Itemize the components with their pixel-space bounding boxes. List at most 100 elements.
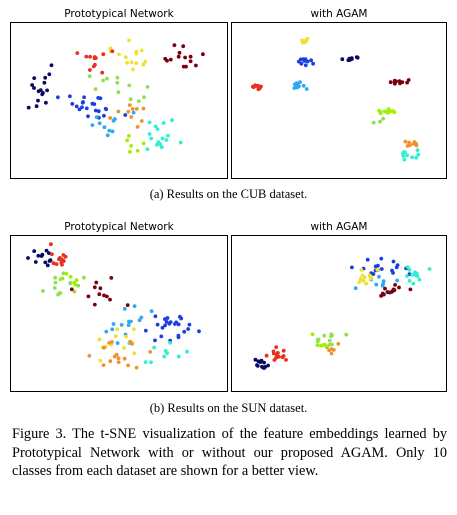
- scatter-point-class-8: [393, 81, 397, 86]
- scatter-point-class-7: [49, 242, 53, 247]
- scatter-point-class-1: [123, 113, 128, 117]
- scatter-point-class-0: [253, 357, 258, 362]
- scatter-point-class-2: [129, 319, 133, 324]
- scatter-point-class-3: [155, 143, 159, 147]
- scatter-point-class-1: [84, 106, 89, 111]
- subfigure-caption-sun: (b) Results on the SUN dataset.: [149, 401, 308, 415]
- scatter-point-class-9: [135, 148, 140, 153]
- scatter-point-class-1: [186, 327, 191, 331]
- scatter-point-class-7: [61, 259, 66, 263]
- scatter-point-class-0: [38, 88, 43, 92]
- figure-caption: Figure 3. The t-SNE visualization of the…: [12, 425, 447, 481]
- scatter-point-class-8: [188, 59, 193, 64]
- scatter-point-class-8: [194, 63, 198, 68]
- figure-number: Figure 3.: [12, 426, 67, 442]
- scatter-point-class-7: [88, 54, 92, 59]
- scatter-point-class-9: [310, 332, 315, 337]
- scatter-point-class-8: [165, 58, 169, 63]
- scatter-point-class-6: [411, 142, 416, 146]
- scatter-point-class-7: [57, 257, 61, 262]
- scatter-point-class-6: [108, 116, 113, 120]
- scatter-point-class-0: [355, 55, 360, 60]
- scatter-point-class-9: [68, 275, 73, 279]
- scatter-point-class-6: [336, 342, 341, 346]
- scatter-point-class-8: [92, 285, 97, 290]
- scatter-point-class-4: [128, 97, 133, 102]
- scatter-point-class-5: [368, 276, 373, 281]
- scatter-point-class-7: [281, 348, 286, 353]
- scatter-svg: [26, 38, 205, 154]
- scatter-point-class-9: [127, 134, 131, 138]
- scatter-point-class-9: [72, 280, 77, 285]
- scatter-point-class-8: [86, 294, 91, 299]
- scatter-point-class-5: [122, 346, 126, 350]
- scatter-point-class-3: [405, 153, 410, 158]
- scatter-point-class-0: [48, 258, 53, 262]
- scatter-point-class-7: [51, 261, 56, 265]
- scatter-point-class-0: [43, 260, 48, 265]
- scatter-point-class-1: [90, 101, 95, 106]
- scatter-point-class-6: [116, 109, 121, 114]
- scatter-point-class-1: [309, 58, 313, 63]
- scatter-point-class-1: [197, 329, 201, 334]
- scatter-point-class-0: [255, 364, 260, 368]
- scatter-point-class-4: [142, 95, 146, 100]
- scatter-point-class-1: [174, 320, 179, 325]
- scatter-point-class-1: [164, 320, 169, 324]
- scatter-point-class-9: [64, 271, 69, 276]
- scatter-point-class-2: [301, 83, 306, 88]
- scatter-point-class-1: [371, 272, 376, 276]
- scatter-point-class-2: [113, 117, 117, 121]
- scatter-point-class-0: [32, 76, 37, 80]
- scatter-point-class-3: [415, 148, 420, 152]
- scatter-point-class-8: [397, 285, 401, 290]
- scatter-point-class-0: [32, 249, 37, 253]
- scatter-point-class-6: [134, 365, 139, 370]
- scatter-point-class-2: [97, 121, 102, 126]
- scatter-point-class-7: [54, 262, 59, 266]
- scatter-point-class-8: [172, 43, 177, 48]
- scatter-point-class-4: [127, 83, 132, 88]
- scatter-point-class-8: [69, 287, 74, 292]
- scatter-point-class-5: [132, 327, 136, 332]
- scatter-point-class-2: [295, 85, 300, 90]
- scatter-point-class-9: [129, 144, 133, 148]
- scatter-point-class-6: [110, 340, 114, 344]
- scatter-point-class-4: [381, 116, 385, 121]
- scatter-point-class-5: [117, 52, 121, 57]
- scatter-point-class-8: [383, 286, 387, 291]
- scatter-point-class-4: [327, 342, 332, 347]
- scatter-point-class-2: [126, 323, 131, 327]
- scatter-point-class-5: [131, 67, 135, 72]
- scatter-point-class-1: [303, 63, 308, 68]
- scatter-point-class-1: [391, 271, 395, 275]
- scatter-point-class-3: [407, 268, 412, 272]
- scatter-point-class-7: [60, 262, 64, 267]
- scatter-point-class-5: [123, 55, 128, 60]
- scatter-point-class-3: [160, 136, 165, 141]
- scatter-point-class-8: [181, 44, 186, 49]
- scatter-point-class-4: [315, 339, 320, 344]
- scatter-point-class-1: [82, 95, 86, 100]
- scatter-point-class-5: [108, 46, 113, 51]
- scatter-point-class-0: [347, 56, 352, 61]
- scatter-point-class-6: [130, 107, 135, 111]
- scatter-point-class-5: [125, 60, 129, 65]
- scatter-point-class-2: [304, 87, 309, 91]
- scatter-point-class-3: [149, 360, 153, 365]
- scatter-point-class-5: [143, 59, 148, 64]
- scatter-point-class-0: [36, 253, 41, 258]
- scatter-point-class-6: [148, 350, 153, 354]
- scatter-point-class-6: [127, 103, 132, 107]
- scatter-point-class-3: [145, 147, 150, 152]
- scatter-point-class-1: [365, 257, 370, 262]
- scatter-point-class-8: [97, 292, 102, 297]
- scatter-point-class-0: [42, 80, 47, 85]
- scatter-point-class-6: [102, 345, 106, 350]
- scatter-point-class-9: [382, 109, 387, 114]
- scatter-point-class-3: [170, 118, 174, 123]
- scatter-point-class-1: [104, 107, 109, 112]
- scatter-point-class-5: [357, 280, 362, 285]
- scatter-point-class-2: [294, 81, 299, 85]
- plot-title-sun-protonet: Prototypical Network: [64, 221, 174, 233]
